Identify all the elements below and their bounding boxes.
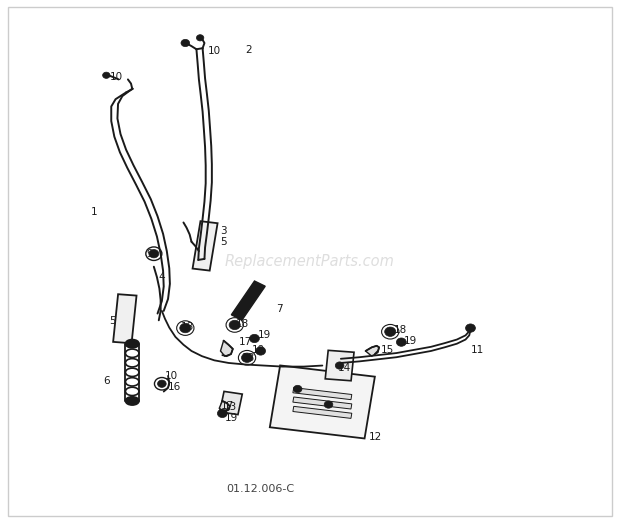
Text: 2: 2 bbox=[245, 45, 252, 55]
Ellipse shape bbox=[157, 380, 166, 388]
Text: 19: 19 bbox=[404, 336, 417, 346]
Text: 19: 19 bbox=[257, 331, 271, 340]
Text: 10: 10 bbox=[208, 46, 221, 56]
Text: 6: 6 bbox=[104, 376, 110, 386]
Polygon shape bbox=[326, 350, 354, 381]
Ellipse shape bbox=[255, 347, 265, 355]
Ellipse shape bbox=[125, 339, 139, 348]
Polygon shape bbox=[270, 366, 375, 438]
Text: ReplacementParts.com: ReplacementParts.com bbox=[225, 254, 395, 269]
Ellipse shape bbox=[466, 324, 476, 332]
Ellipse shape bbox=[197, 35, 204, 41]
Text: 14: 14 bbox=[338, 363, 351, 373]
Polygon shape bbox=[219, 401, 230, 411]
Ellipse shape bbox=[324, 401, 333, 408]
Text: 12: 12 bbox=[369, 432, 382, 442]
Text: 17: 17 bbox=[239, 337, 252, 347]
Polygon shape bbox=[293, 388, 352, 400]
Text: 9: 9 bbox=[146, 249, 153, 259]
Text: 3: 3 bbox=[221, 226, 227, 236]
Text: 17: 17 bbox=[221, 401, 234, 411]
Text: 1: 1 bbox=[91, 207, 97, 217]
Text: 10: 10 bbox=[165, 371, 178, 381]
Ellipse shape bbox=[335, 362, 344, 369]
Polygon shape bbox=[231, 281, 265, 320]
Text: 18: 18 bbox=[236, 319, 249, 329]
Ellipse shape bbox=[229, 320, 241, 329]
Text: 01.12.006-C: 01.12.006-C bbox=[226, 484, 294, 494]
Text: 5: 5 bbox=[109, 316, 116, 326]
Ellipse shape bbox=[149, 249, 159, 258]
Ellipse shape bbox=[396, 338, 406, 346]
Text: 15: 15 bbox=[381, 345, 394, 355]
Ellipse shape bbox=[103, 72, 110, 78]
Ellipse shape bbox=[241, 353, 252, 362]
Text: 7: 7 bbox=[276, 304, 283, 314]
Polygon shape bbox=[293, 406, 352, 418]
Text: 10: 10 bbox=[109, 72, 123, 82]
Text: 18: 18 bbox=[242, 353, 255, 363]
Polygon shape bbox=[293, 397, 352, 409]
Text: 19: 19 bbox=[225, 413, 238, 423]
Polygon shape bbox=[221, 340, 233, 356]
Ellipse shape bbox=[384, 327, 396, 336]
Polygon shape bbox=[193, 221, 218, 270]
Ellipse shape bbox=[125, 397, 139, 405]
Polygon shape bbox=[366, 346, 379, 356]
Polygon shape bbox=[113, 294, 136, 343]
Text: 5: 5 bbox=[221, 237, 227, 247]
Text: 16: 16 bbox=[168, 382, 181, 392]
Text: 18: 18 bbox=[180, 322, 193, 332]
Ellipse shape bbox=[181, 39, 190, 47]
Ellipse shape bbox=[249, 334, 259, 343]
Text: 4: 4 bbox=[159, 272, 166, 282]
Ellipse shape bbox=[218, 409, 228, 417]
Polygon shape bbox=[219, 391, 242, 415]
Ellipse shape bbox=[180, 323, 191, 333]
Text: 18: 18 bbox=[393, 325, 407, 335]
Text: 19: 19 bbox=[251, 345, 265, 355]
Text: 13: 13 bbox=[224, 402, 237, 412]
Ellipse shape bbox=[293, 385, 302, 393]
Text: 11: 11 bbox=[471, 345, 484, 355]
